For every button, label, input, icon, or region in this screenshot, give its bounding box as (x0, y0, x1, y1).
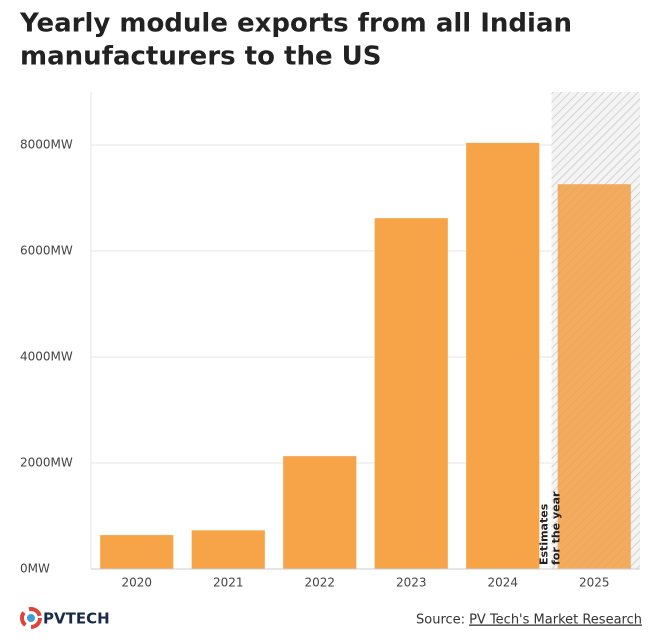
logo-text: PVTECH (43, 610, 110, 628)
bar (191, 530, 265, 569)
chart-title: manufacturers to the US (20, 42, 381, 72)
source-label: Source: (416, 613, 465, 628)
annotation: Estimates (538, 503, 551, 565)
y-tick-label: 2000MW (20, 456, 73, 470)
chart-title: Yearly module exports from all Indian (19, 9, 572, 39)
bar (283, 456, 357, 569)
bar (100, 535, 174, 569)
bar (557, 184, 631, 569)
x-tick-label: 2025 (579, 576, 610, 590)
x-tick-label: 2024 (487, 576, 518, 590)
y-tick-label: 4000MW (20, 350, 73, 364)
x-tick-label: 2022 (304, 576, 335, 590)
annotation: for the year (550, 491, 563, 565)
source-link[interactable]: PV Tech's Market Research (469, 613, 642, 628)
x-tick-label: 2020 (121, 576, 152, 590)
y-tick-label: 6000MW (20, 244, 73, 258)
bar (374, 218, 448, 569)
x-tick-label: 2021 (213, 576, 244, 590)
x-tick-label: 2023 (396, 576, 427, 590)
logo: PVTECH (20, 607, 110, 629)
y-tick-label: 0MW (20, 562, 50, 576)
y-tick-label: 8000MW (20, 138, 73, 152)
bar (466, 142, 540, 569)
